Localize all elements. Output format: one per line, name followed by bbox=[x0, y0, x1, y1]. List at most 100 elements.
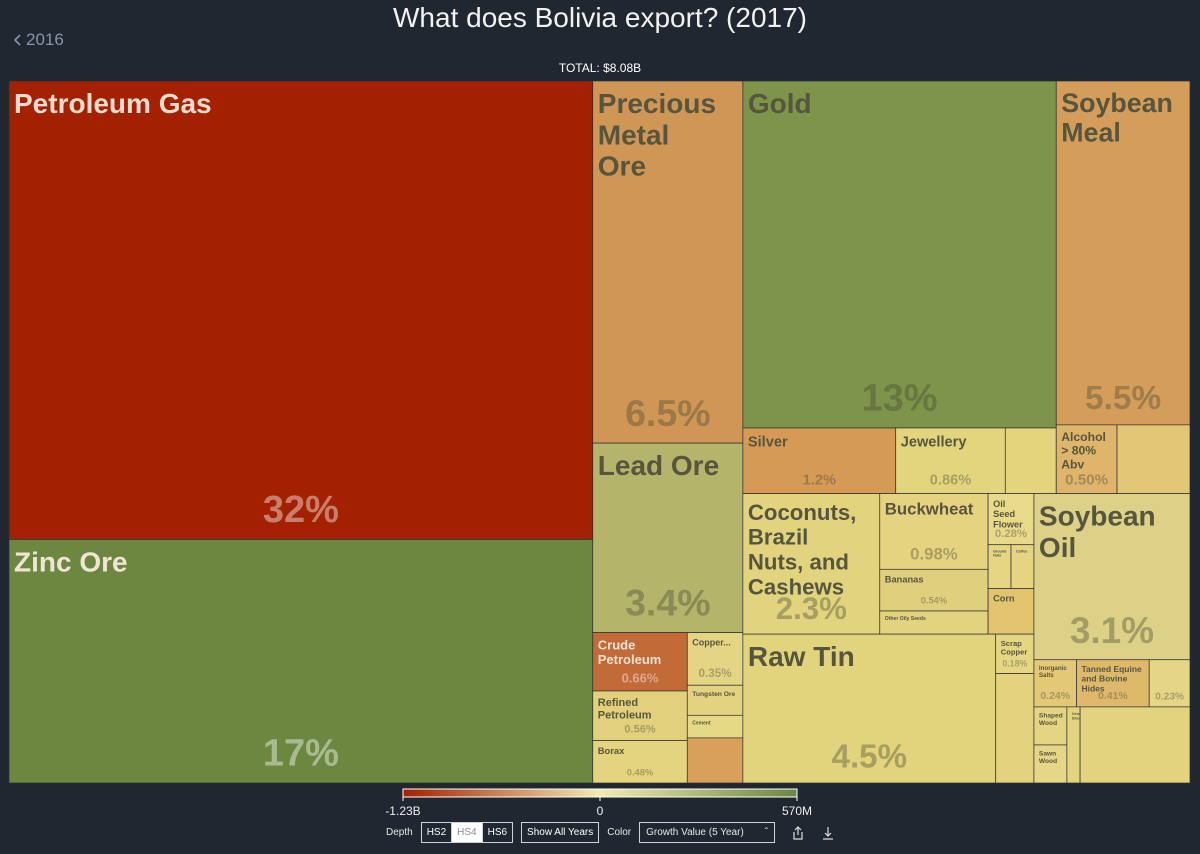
tile-value-label: 3.1% bbox=[1070, 610, 1154, 651]
tile-value-label: 0.41% bbox=[1098, 690, 1128, 702]
tile-label: Crude Petroleum bbox=[598, 638, 662, 668]
tile bbox=[592, 442, 744, 633]
back-year[interactable]: 2016 bbox=[26, 30, 64, 49]
tile-label: Buckwheat bbox=[885, 499, 974, 518]
tile-label: Shaped Wood bbox=[1039, 713, 1063, 727]
tile-label-line: Scrap bbox=[1001, 639, 1022, 648]
tile-label: Tungsten Ore bbox=[692, 691, 735, 698]
tile-label: Sawn Wood bbox=[1039, 751, 1057, 765]
tile bbox=[592, 690, 688, 741]
tile-label: Veneer Sheets bbox=[1072, 711, 1086, 720]
tile-label-line: Petroleum bbox=[598, 652, 662, 667]
tile-label-line: Seed bbox=[993, 509, 1015, 519]
tile-label-line: Flower bbox=[993, 519, 1023, 529]
tile-label: Petroleum Gas bbox=[14, 88, 212, 119]
tile-value-label: 0.35% bbox=[699, 667, 733, 680]
tile bbox=[742, 427, 897, 494]
tile bbox=[592, 632, 688, 692]
tile bbox=[879, 568, 989, 612]
tile-value-label: 0.23% bbox=[1155, 691, 1184, 702]
tile-label-line: Ore bbox=[598, 151, 646, 182]
depth-option[interactable]: HS6 bbox=[481, 822, 514, 843]
tile bbox=[742, 80, 1057, 429]
select-caret: ˆ bbox=[764, 827, 769, 838]
tile-value-label: 0.18% bbox=[1002, 658, 1027, 668]
tile-label-line: Ground bbox=[993, 549, 1007, 553]
tile-value-label: 5.5% bbox=[1085, 380, 1161, 417]
tile-label-line: Petroleum bbox=[598, 709, 652, 721]
tile-label: Cement bbox=[692, 720, 711, 726]
tile-label-line: Crude bbox=[598, 638, 636, 653]
back-link[interactable]: 2016 bbox=[14, 30, 64, 50]
tile-label-line: Wood bbox=[1039, 758, 1057, 765]
tile-label-line: Metal bbox=[598, 119, 670, 150]
tile-label: Coconuts, Brazil Nuts, and Cashews bbox=[748, 500, 856, 600]
tile-label: Zinc Ore bbox=[14, 546, 128, 577]
tile-label: Jewellery bbox=[901, 435, 968, 451]
tile-value-label: 0.48% bbox=[627, 767, 654, 778]
tile bbox=[879, 493, 989, 570]
color-select[interactable]: Growth Value (5 Year) ˆ bbox=[639, 822, 776, 843]
tile-label-line: Soybean bbox=[1061, 88, 1173, 118]
tile-label-line: Tungsten Ore bbox=[692, 691, 735, 698]
tile-value-label: 32% bbox=[263, 489, 339, 531]
tile-label-line: Meal bbox=[1061, 118, 1121, 148]
tile bbox=[742, 493, 881, 635]
scale-tick-label: 0 bbox=[597, 804, 604, 818]
tile-value-label: 0.56% bbox=[624, 724, 655, 736]
tile-label-line: Wood bbox=[1039, 720, 1057, 727]
tile bbox=[1004, 427, 1057, 494]
tile bbox=[995, 673, 1035, 784]
tile-label: Bananas bbox=[885, 575, 924, 585]
show-all-years[interactable]: Show All Years bbox=[521, 822, 600, 843]
tile-label-line: Coconuts, bbox=[748, 500, 856, 525]
tile-label: Coffee bbox=[1016, 549, 1027, 553]
tile-label: Soybean Oil bbox=[1039, 501, 1156, 563]
tile bbox=[1033, 744, 1068, 784]
tile bbox=[1055, 80, 1191, 426]
tile-value-label: 0.24% bbox=[1040, 690, 1070, 702]
tile-label-line: Gold bbox=[748, 88, 812, 119]
tile-label-line: Petroleum Gas bbox=[14, 88, 212, 119]
color-option[interactable]: Growth Value (5 Year) bbox=[646, 827, 744, 838]
tile-label-line: Other Oily Seeds bbox=[885, 616, 926, 622]
total-label: TOTAL: $8.08B bbox=[558, 61, 642, 75]
tile-label-line: Raw Tin bbox=[748, 641, 855, 672]
tile bbox=[1033, 493, 1191, 661]
tile-value-label: 0.98% bbox=[910, 544, 958, 563]
tile-label-line: Alcohol bbox=[1061, 430, 1106, 444]
depth-option[interactable]: HS4 bbox=[451, 822, 482, 843]
tile-label: Alcohol > 80% Abv bbox=[1061, 430, 1106, 471]
page-title: What does Bolivia export? (2017) bbox=[393, 2, 807, 33]
tile-label-line: Salts bbox=[1039, 672, 1054, 679]
tile-label-line: and Bovine bbox=[1081, 674, 1127, 684]
tile-label-line: Precious bbox=[598, 88, 716, 119]
tile-label-line: Coffee bbox=[1016, 549, 1027, 553]
color-label: Color bbox=[607, 827, 632, 838]
tile bbox=[686, 632, 744, 686]
tile-label: Copper... bbox=[692, 638, 731, 648]
download-icon[interactable] bbox=[821, 826, 835, 840]
tile-value-label: 17% bbox=[263, 733, 339, 775]
tile-label: Inorganic Salts bbox=[1039, 665, 1067, 679]
tile-label-line: Borax bbox=[598, 745, 625, 756]
scale-tick-label: -1.23B bbox=[385, 804, 420, 818]
tile-label-line: Nuts bbox=[993, 554, 1001, 558]
depth-option[interactable]: HS2 bbox=[420, 822, 452, 843]
tile bbox=[1148, 659, 1191, 708]
tile bbox=[742, 633, 997, 784]
tile bbox=[879, 610, 989, 635]
tile-label-line: Shaped bbox=[1039, 713, 1063, 720]
tile-label: Refined Petroleum bbox=[598, 697, 652, 721]
tile bbox=[1055, 424, 1118, 494]
tile-value-label: 0.54% bbox=[921, 596, 948, 606]
tile-label-line: Jewellery bbox=[901, 435, 968, 451]
tile-label: Borax bbox=[598, 745, 625, 756]
tile-label: Precious Metal Ore bbox=[598, 88, 716, 182]
tile-label: Scrap Copper bbox=[1001, 639, 1028, 657]
tile-label-line: Zinc Ore bbox=[14, 546, 128, 577]
tile bbox=[8, 539, 594, 784]
tile-label-line: Bananas bbox=[885, 575, 924, 585]
tile bbox=[686, 714, 744, 739]
share-icon[interactable] bbox=[791, 825, 805, 840]
